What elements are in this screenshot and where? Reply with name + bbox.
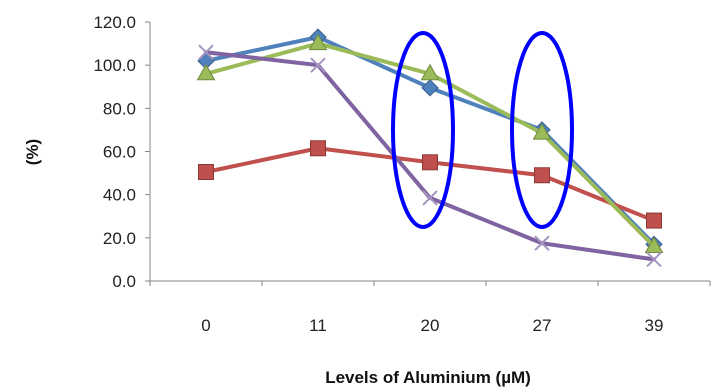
data-point (534, 167, 550, 184)
data-point (198, 44, 214, 60)
data-point (198, 164, 214, 181)
series-layer (196, 28, 664, 268)
data-point (420, 63, 440, 81)
x-tick-label: 27 (533, 316, 552, 335)
y-tick-label: 80.0 (103, 99, 136, 118)
y-tick-label: 20.0 (103, 229, 136, 248)
series-1 (197, 28, 663, 254)
data-point (310, 57, 326, 73)
series-2 (198, 140, 662, 229)
data-point (422, 154, 438, 171)
data-point (534, 235, 550, 251)
x-tick-label: 0 (201, 316, 210, 335)
x-axis-title: Levels of Aluminium (µM) (325, 368, 531, 387)
highlight-ellipse (391, 31, 455, 229)
data-point (422, 190, 438, 206)
y-tick-label: 0.0 (112, 272, 136, 291)
data-point (308, 33, 328, 51)
x-tick-label: 20 (421, 316, 440, 335)
x-tick-label: 39 (645, 316, 664, 335)
data-point (532, 123, 552, 140)
tick-labels: 0.0 20.0 40.0 60.0 80.0 100.0 120.0 0 11 20 27 39 (93, 13, 663, 335)
data-point (310, 140, 326, 157)
data-point (196, 63, 216, 81)
y-axis-title: (%) (23, 139, 42, 165)
series-4 (198, 44, 662, 268)
data-point (421, 79, 439, 97)
annotation-layer (391, 31, 574, 229)
axes (145, 21, 711, 286)
data-point (646, 212, 662, 229)
y-tick-label: 40.0 (103, 186, 136, 205)
y-tick-label: 60.0 (103, 143, 136, 162)
x-tick-label: 11 (309, 316, 327, 335)
data-point (644, 236, 664, 253)
data-point (646, 251, 662, 268)
y-tick-label: 100.0 (93, 56, 136, 75)
y-tick-label: 120.0 (93, 13, 136, 32)
series-3 (196, 33, 664, 253)
highlight-ellipse (510, 31, 574, 229)
